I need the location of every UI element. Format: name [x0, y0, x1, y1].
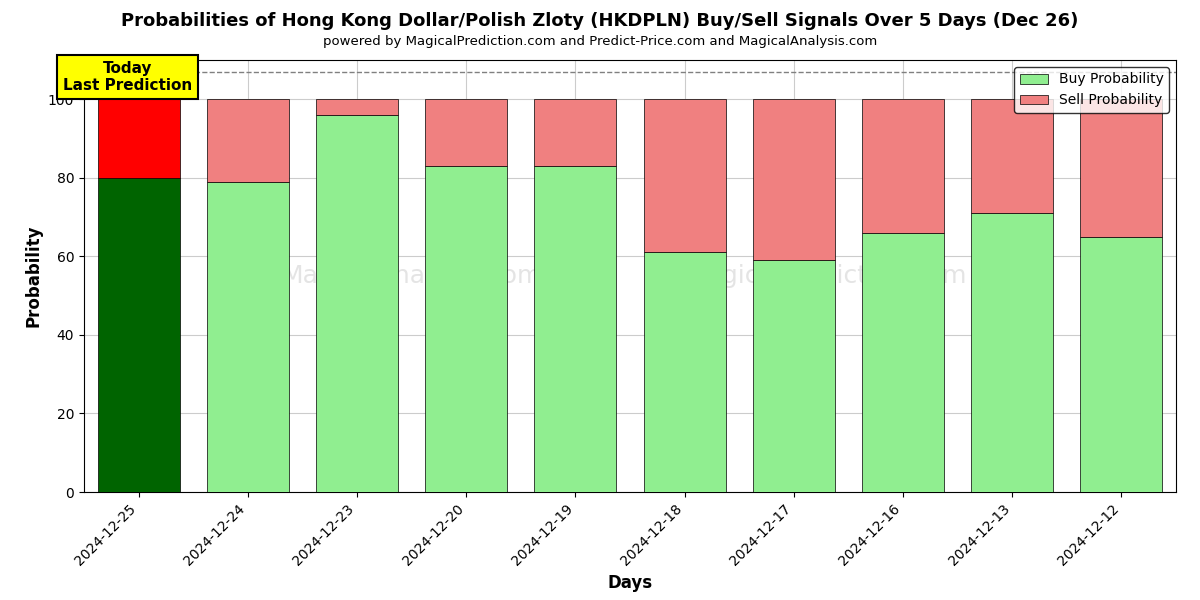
Bar	[1080, 237, 1163, 492]
Bar	[425, 166, 508, 492]
Bar	[425, 99, 508, 166]
Text: Probabilities of Hong Kong Dollar/Polish Zloty (HKDPLN) Buy/Sell Signals Over 5 : Probabilities of Hong Kong Dollar/Polish…	[121, 12, 1079, 30]
Bar	[752, 260, 835, 492]
Bar	[534, 166, 617, 492]
X-axis label: Days: Days	[607, 574, 653, 592]
Text: MagicalPrediction.com: MagicalPrediction.com	[686, 264, 967, 288]
Bar	[206, 182, 289, 492]
Bar	[97, 178, 180, 492]
Bar	[971, 213, 1054, 492]
Bar	[752, 99, 835, 260]
Text: Today
Last Prediction: Today Last Prediction	[64, 61, 192, 94]
Bar	[316, 115, 398, 492]
Bar	[643, 253, 726, 492]
Bar	[862, 99, 944, 233]
Bar	[862, 233, 944, 492]
Bar	[206, 99, 289, 182]
Legend: Buy Probability, Sell Probability: Buy Probability, Sell Probability	[1014, 67, 1169, 113]
Bar	[316, 99, 398, 115]
Text: MagicalAnalysis.com: MagicalAnalysis.com	[282, 264, 541, 288]
Text: powered by MagicalPrediction.com and Predict-Price.com and MagicalAnalysis.com: powered by MagicalPrediction.com and Pre…	[323, 35, 877, 48]
Bar	[1080, 99, 1163, 237]
Bar	[97, 99, 180, 178]
Bar	[643, 99, 726, 253]
Y-axis label: Probability: Probability	[24, 225, 42, 327]
Bar	[971, 99, 1054, 213]
Bar	[534, 99, 617, 166]
